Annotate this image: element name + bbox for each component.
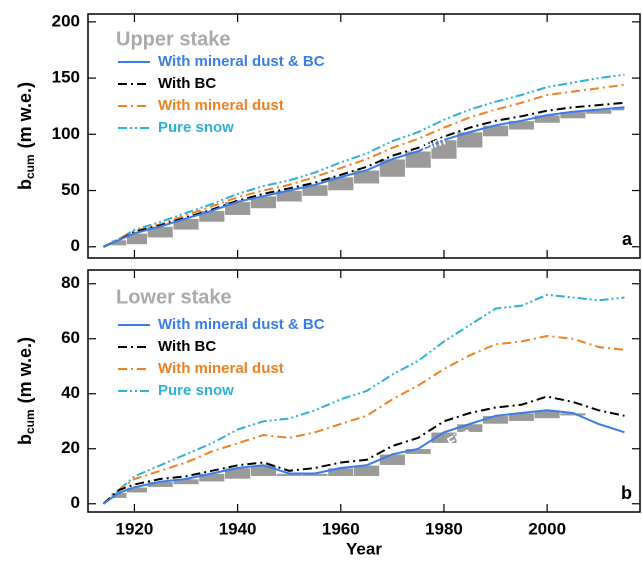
- legend-label: Pure snow: [158, 382, 234, 399]
- legend-label: With mineral dust & BC: [158, 53, 325, 70]
- legend-label: With mineral dust & BC: [158, 316, 325, 333]
- y-label-unit: (m w.e.): [15, 82, 35, 148]
- firn-band: [198, 210, 226, 223]
- y-label-sub: cum: [23, 154, 37, 179]
- panel-title: Upper stake: [116, 28, 231, 50]
- y-tick-label: 40: [61, 383, 80, 402]
- frame: [87, 269, 641, 513]
- series-line: [102, 334, 625, 505]
- legend-label: With mineral dust: [158, 97, 284, 114]
- x-tick-label: 1920: [116, 519, 154, 538]
- y-tick-label: 80: [61, 273, 80, 292]
- series-line: [103, 83, 625, 248]
- y-label-main: b: [15, 179, 35, 190]
- x-tick-label: 1980: [425, 519, 463, 538]
- series-line: [103, 106, 625, 248]
- y-axis-label: bcum (m w.e.): [15, 82, 37, 190]
- legend-label: With BC: [158, 75, 216, 92]
- legend-label: With mineral dust: [158, 360, 284, 377]
- y-label-main: b: [15, 434, 35, 445]
- x-tick-label: 1960: [322, 519, 360, 538]
- panel-letter: a: [622, 229, 633, 249]
- panel-title: Lower stake: [116, 286, 232, 308]
- y-tick-label: 100: [52, 124, 80, 143]
- y-tick-label: 20: [61, 438, 80, 457]
- firn-band: [224, 201, 251, 216]
- series-line: [103, 73, 625, 248]
- legend-label: With BC: [158, 338, 216, 355]
- firn-band: [482, 415, 509, 425]
- firn-band: [379, 158, 406, 178]
- y-tick-label: 150: [52, 68, 80, 87]
- legend-label: Pure snow: [158, 119, 234, 136]
- y-axis-label: bcum (m w.e.): [15, 337, 37, 445]
- series-line: [102, 293, 625, 505]
- y-tick-label: 200: [52, 11, 80, 30]
- plot-area: [103, 73, 625, 248]
- plot-area: [102, 293, 625, 505]
- y-tick-label: 0: [71, 236, 80, 255]
- y-label-sub: cum: [23, 409, 37, 434]
- x-tick-label: 1940: [219, 519, 257, 538]
- x-tick-label: 2000: [528, 519, 566, 538]
- y-tick-label: 50: [61, 180, 80, 199]
- y-label-unit: (m w.e.): [15, 337, 35, 403]
- firn-label: Firn: [419, 132, 447, 154]
- firn-band: [379, 453, 406, 466]
- series-line: [102, 409, 625, 505]
- y-tick-label: 0: [71, 493, 80, 512]
- y-tick-label: 60: [61, 328, 80, 347]
- frame: [87, 13, 641, 259]
- panel-letter: b: [621, 483, 632, 503]
- x-axis-label: Year: [346, 539, 382, 558]
- series-line: [102, 395, 625, 505]
